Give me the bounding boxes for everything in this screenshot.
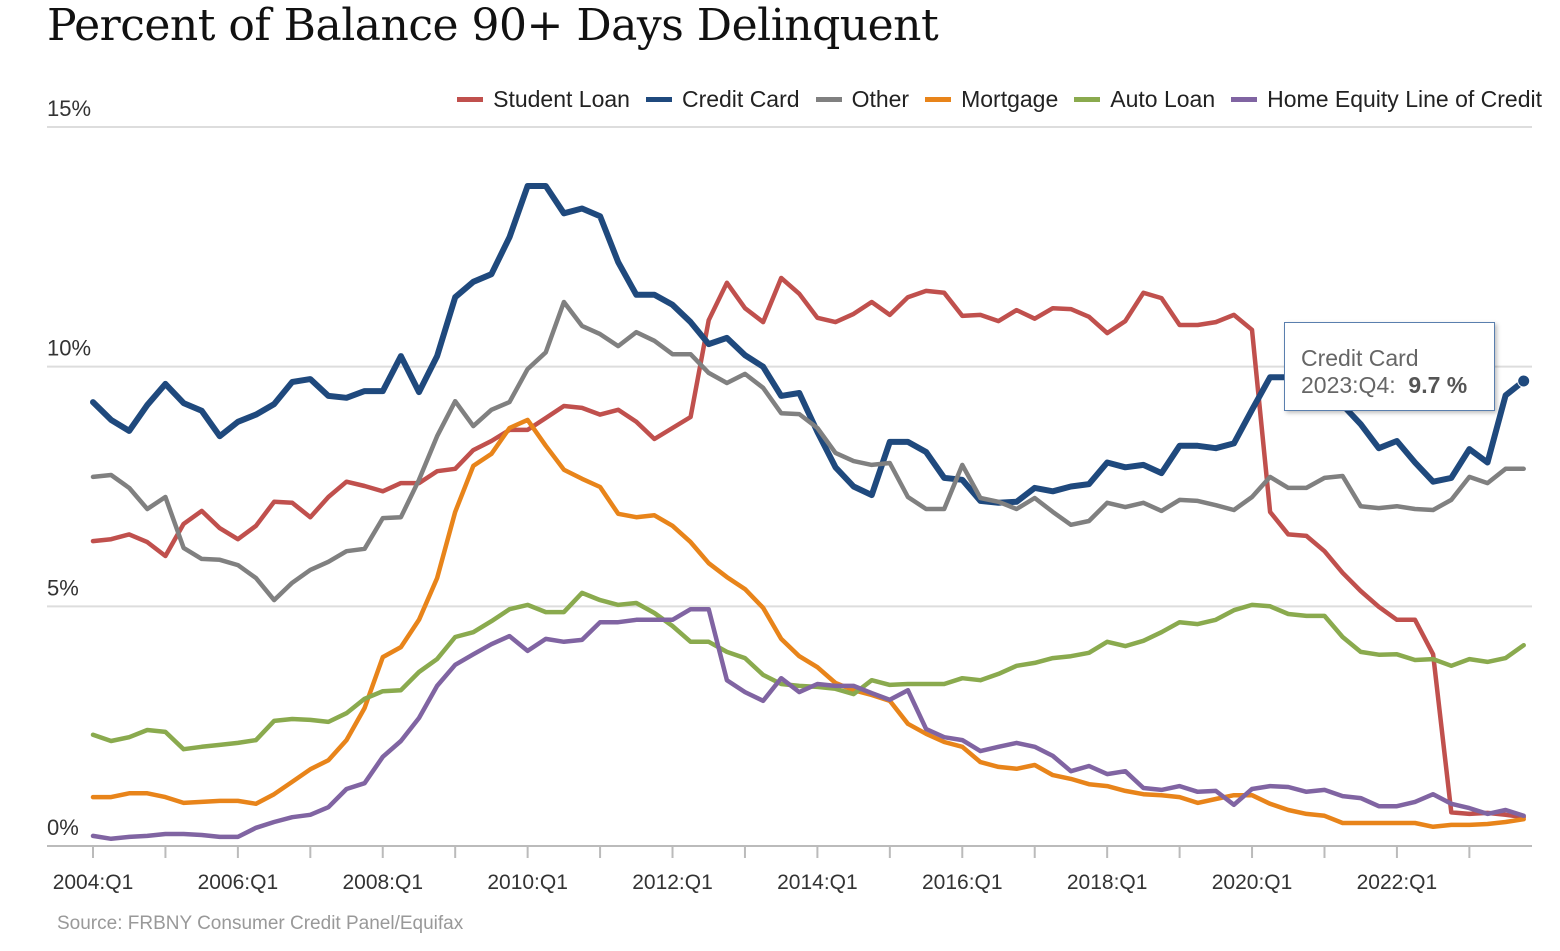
legend-swatch: [925, 97, 952, 102]
y-tick-label: 5%: [47, 575, 79, 600]
tooltip-series: Credit Card: [1301, 345, 1419, 371]
legend-label: Auto Loan: [1110, 86, 1216, 112]
x-tick-label: 2020:Q1: [1212, 871, 1293, 894]
legend-swatch: [1231, 97, 1258, 102]
legend-item[interactable]: Credit Card: [645, 86, 800, 113]
legend-swatch: [815, 97, 842, 102]
legend-label: Mortgage: [961, 86, 1059, 112]
legend-item[interactable]: Mortgage: [925, 86, 1058, 113]
source-note: Source: FRBNY Consumer Credit Panel/Equi…: [57, 913, 464, 934]
legend-label: Student Loan: [493, 86, 630, 112]
legend: Student Loan Credit Card Other Mortgage Auto…: [457, 86, 1542, 113]
legend-label: Credit Card: [681, 86, 800, 112]
x-tick-label: 2012:Q1: [632, 871, 713, 894]
x-tick-label: 2018:Q1: [1067, 871, 1148, 894]
tooltip: Credit Card 2023:Q4: 9.7 %: [1284, 322, 1495, 411]
legend-label: Other: [851, 86, 910, 112]
highlight-point: [1517, 374, 1531, 388]
series-line-other: [90, 299, 1526, 603]
y-tick-label: 10%: [47, 336, 91, 361]
series-line-student-loan: [90, 275, 1526, 820]
x-tick-label: 2004:Q1: [53, 871, 134, 894]
legend-swatch: [457, 97, 484, 102]
legend-item[interactable]: Student Loan: [457, 86, 630, 113]
legend-label: Home Equity Line of Credit: [1267, 86, 1542, 112]
y-tick-label: 0%: [47, 815, 79, 840]
x-tick-label: 2016:Q1: [922, 871, 1003, 894]
x-tick-label: 2014:Q1: [777, 871, 858, 894]
legend-swatch: [645, 97, 672, 102]
series-line-mortgage: [90, 417, 1526, 830]
legend-item[interactable]: Auto Loan: [1074, 86, 1215, 113]
legend-item[interactable]: Other: [815, 86, 910, 113]
legend-swatch: [1074, 97, 1101, 102]
x-tick-label: 2010:Q1: [487, 871, 568, 894]
y-tick-label: 15%: [47, 96, 91, 121]
series-line-auto-loan: [90, 590, 1526, 752]
series-line-home-equity-line-of-credit: [90, 606, 1526, 842]
x-tick-label: 2008:Q1: [342, 871, 423, 894]
tooltip-period: 2023:Q4:: [1301, 372, 1396, 398]
tooltip-value: 9.7 %: [1408, 372, 1468, 398]
x-tick-label: 2022:Q1: [1357, 871, 1438, 894]
x-tick-label: 2006:Q1: [198, 871, 279, 894]
chart-title: Percent of Balance 90+ Days Delinquent: [47, 0, 939, 51]
legend-item[interactable]: Home Equity Line of Credit: [1231, 86, 1542, 113]
